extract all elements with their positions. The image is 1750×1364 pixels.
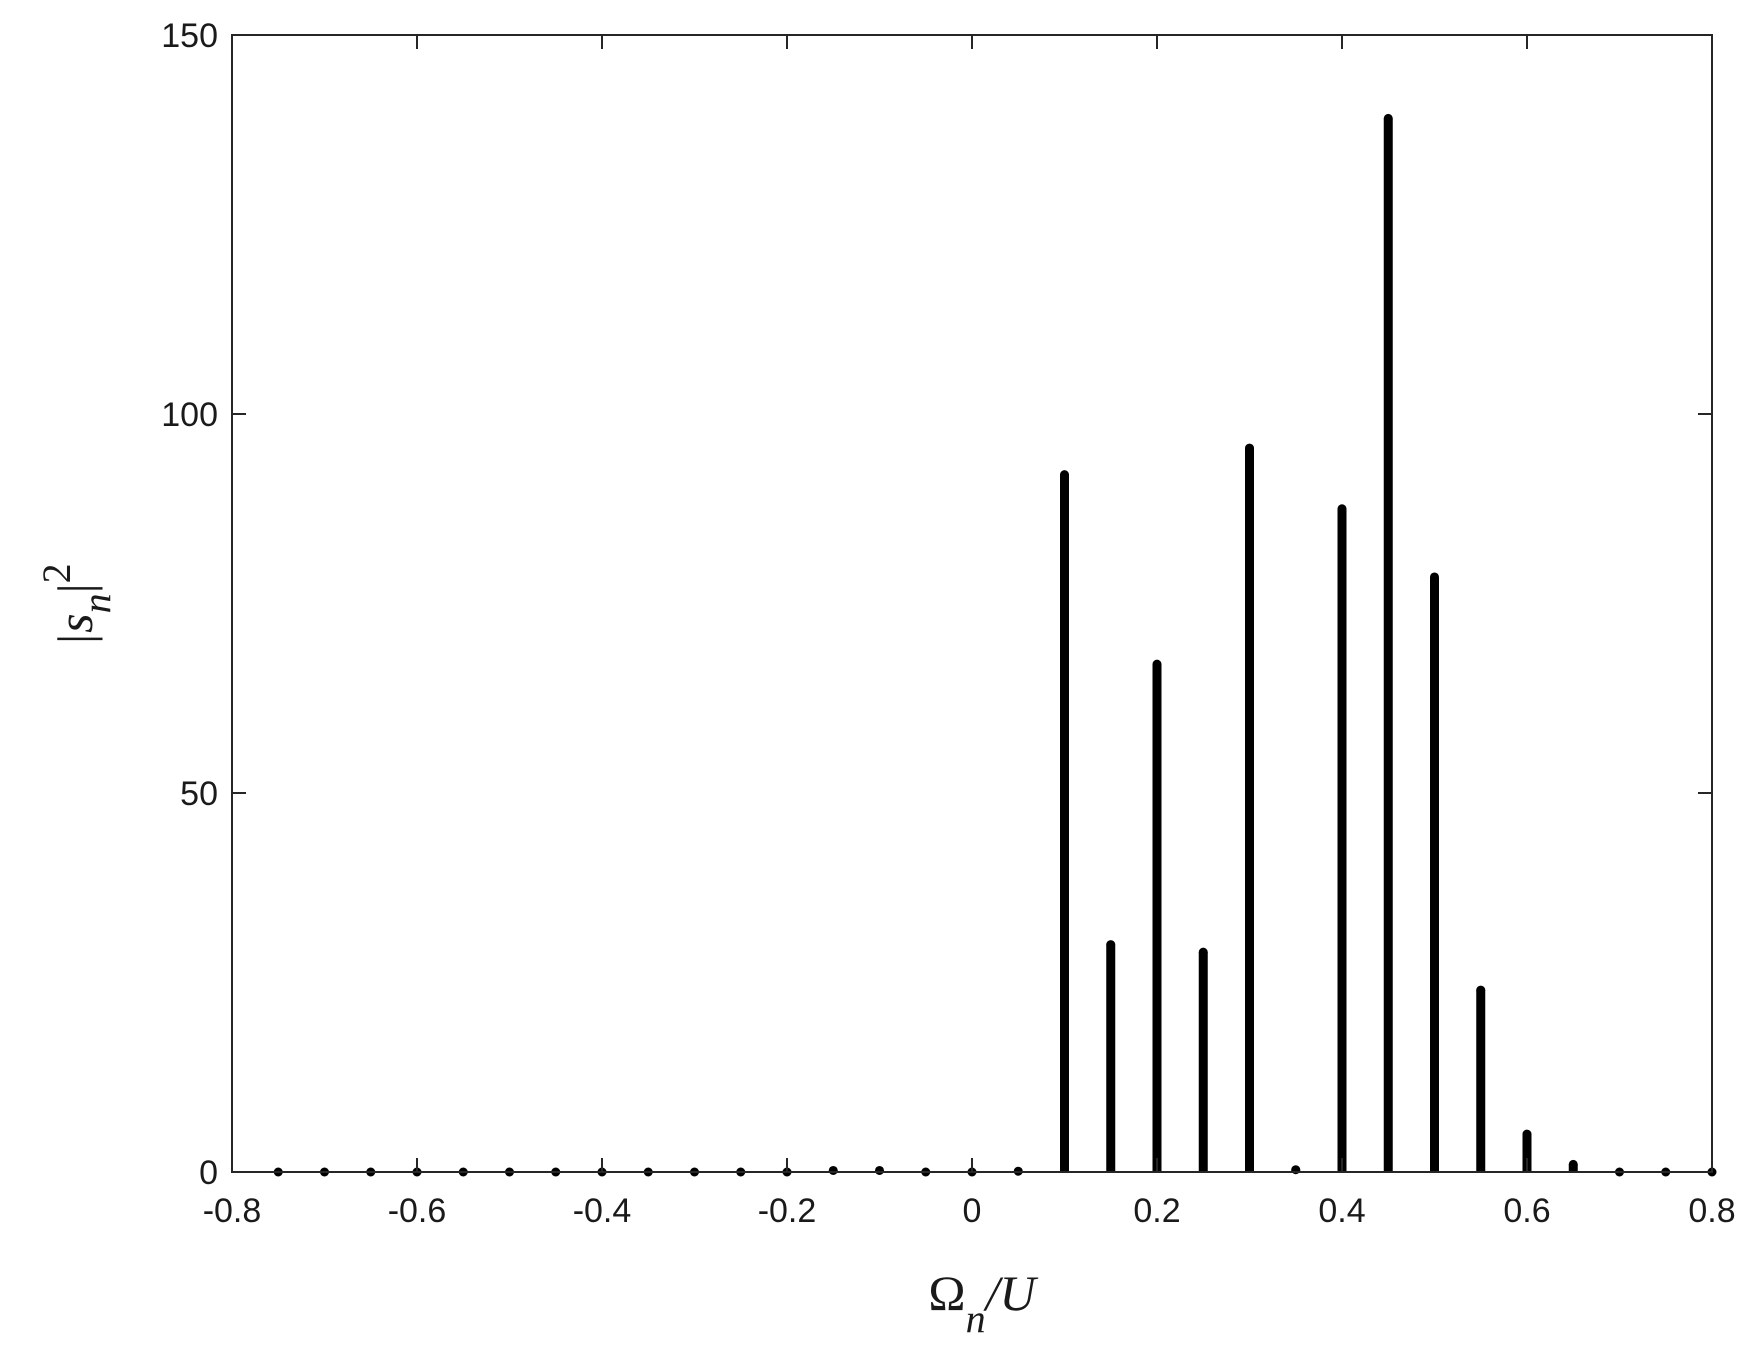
stem-marker	[1476, 985, 1486, 995]
stem-marker	[1568, 1159, 1578, 1169]
x-axis-ticks: -0.8 -0.6 -0.4 -0.2 0 0.2 0.4 0.6 0.8	[203, 35, 1736, 1230]
stem-marker	[1522, 1129, 1532, 1139]
stem-marker	[1198, 947, 1208, 957]
y-axis-label-subscript: n	[74, 593, 119, 613]
stem-marker	[1245, 443, 1254, 453]
y-axis-ticks: 0 50 100 150	[161, 17, 1712, 1192]
stem-marker	[1430, 572, 1439, 582]
x-tick-label: 0.4	[1318, 1192, 1365, 1230]
stem-marker	[1337, 504, 1347, 514]
x-tick-label: 0.2	[1133, 1192, 1180, 1230]
x-axis-label-rest: /U	[983, 1265, 1039, 1321]
stem-marker	[1060, 470, 1069, 480]
y-axis-label-bar: |	[47, 583, 103, 593]
x-tick-label: 0	[963, 1192, 982, 1230]
y-tick-label: 100	[161, 396, 218, 434]
x-tick-label: 0.8	[1688, 1192, 1735, 1230]
x-tick-label: 0.6	[1503, 1192, 1550, 1230]
stem-marker	[828, 1165, 838, 1175]
x-axis-label-subscript: n	[966, 1296, 986, 1341]
stem-marker	[1383, 113, 1393, 123]
x-axis-label-main: Ω	[928, 1265, 965, 1321]
x-tick-label: -0.4	[573, 1192, 632, 1230]
x-tick-label: -0.6	[388, 1192, 447, 1230]
plot-area-frame	[231, 34, 1713, 1173]
y-axis-label-superscript: 2	[34, 563, 79, 583]
stem-marker	[875, 1165, 884, 1175]
y-axis-label: |sn|2	[34, 563, 119, 646]
x-tick-label: -0.2	[758, 1192, 817, 1230]
x-axis-label: Ωn/U	[928, 1265, 1038, 1341]
x-tick-label: -0.8	[203, 1192, 262, 1230]
y-axis-label-main: |s	[47, 613, 103, 646]
stem-marker	[1152, 659, 1162, 669]
stem-series	[273, 113, 1717, 1177]
y-tick-label: 0	[199, 1154, 218, 1192]
y-tick-label: 50	[180, 775, 218, 813]
stem-marker	[1106, 940, 1116, 950]
y-tick-label: 150	[161, 17, 218, 55]
